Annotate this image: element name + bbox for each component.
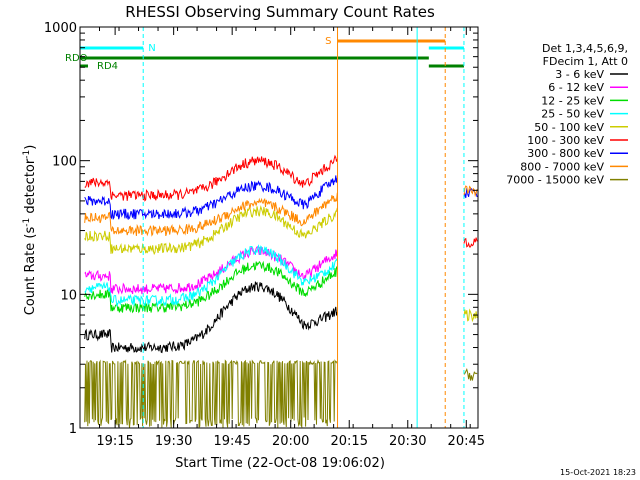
- legend-label-2: 12 - 25 keV: [541, 94, 604, 107]
- legend-label-4: 50 - 100 keV: [534, 121, 604, 134]
- x-axis-label: Start Time (22-Oct-08 19:06:02): [175, 456, 385, 471]
- legend-label-0: 3 - 6 keV: [555, 68, 604, 81]
- flag-label-0: RDO: [65, 53, 88, 64]
- series-line-5: [84, 154, 338, 202]
- x-tick-label-3: 20:00: [272, 434, 309, 449]
- legend-header-0: Det 1,3,4,5,6,9,: [542, 42, 628, 55]
- x-tick-label-2: 19:45: [213, 434, 250, 449]
- series-line-2: [84, 260, 338, 314]
- series-post-line-7: [463, 185, 478, 198]
- flag-label-3: S: [325, 36, 331, 47]
- flag-label-2: N: [148, 43, 155, 54]
- x-tick-label-0: 19:15: [96, 434, 133, 449]
- y-tick-label-3: 1000: [44, 21, 77, 36]
- flag-layer: RDO RD4 N S: [65, 27, 465, 428]
- series-line-8: [84, 359, 338, 429]
- legend-label-6: 300 - 800 keV: [527, 147, 604, 160]
- x-tick-label-6: 20:45: [448, 434, 485, 449]
- x-tick-label-4: 20:15: [331, 434, 368, 449]
- y-tick-label-0: 1: [69, 422, 77, 437]
- plot-frame: [79, 26, 479, 429]
- legend-label-5: 100 - 300 keV: [527, 134, 604, 147]
- timestamp: 15-Oct-2021 18:23: [560, 468, 636, 477]
- series-post-line-4: [463, 308, 478, 323]
- legend: Det 1,3,4,5,6,9,FDecim 1, Att 03 - 6 keV…: [506, 42, 628, 187]
- axis-layer: 19:15 19:30 19:45 20:00 20:15 20:30 20:45 1 10 10…: [44, 21, 485, 449]
- legend-header-1: FDecim 1, Att 0: [543, 55, 628, 68]
- series-layer: [84, 154, 478, 429]
- y-tick-label-1: 10: [60, 288, 77, 303]
- x-tick-label-5: 20:30: [389, 434, 426, 449]
- legend-label-8: 7000 - 15000 keV: [506, 174, 604, 187]
- legend-label-1: 6 - 12 keV: [548, 81, 604, 94]
- series-line-3: [84, 244, 338, 308]
- series-post-line-8: [463, 367, 478, 381]
- legend-label-7: 800 - 7000 keV: [520, 160, 604, 173]
- series-post-line-5: [463, 237, 478, 248]
- y-tick-label-2: 100: [52, 155, 77, 170]
- series-line-6: [84, 175, 338, 221]
- series-line-1: [84, 246, 338, 295]
- chart-title: RHESSI Observing Summary Count Rates: [125, 3, 435, 21]
- y-axis-label: Count Rate (s-1 detector-1): [22, 145, 38, 316]
- x-tick-label-1: 19:30: [155, 434, 192, 449]
- legend-label-3: 25 - 50 keV: [541, 108, 604, 121]
- flag-label-1: RD4: [97, 61, 118, 72]
- series-line-0: [84, 281, 338, 354]
- series-line-7: [84, 192, 338, 237]
- series-line-4: [84, 205, 338, 256]
